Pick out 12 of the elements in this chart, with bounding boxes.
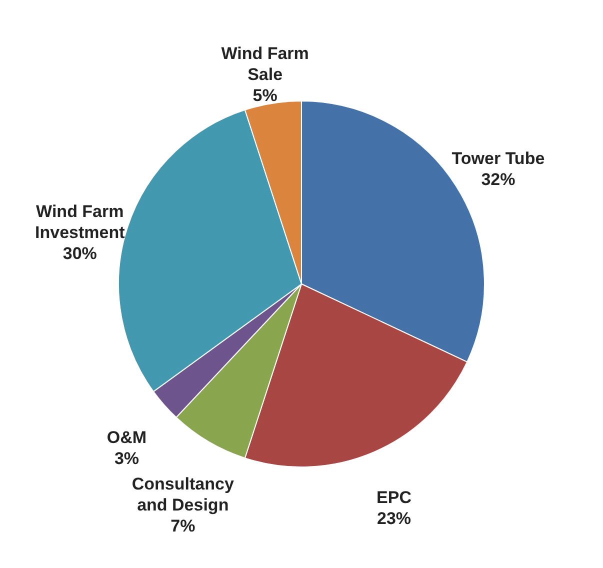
data-label: 30% [62,244,97,263]
slice-label: Wind Farm Sale [221,44,309,84]
slice-label: Tower Tube [452,149,545,168]
data-label: 5% [252,86,278,105]
slice-label: Consultancy and Design [132,474,234,515]
data-label: 7% [170,516,196,536]
slice-label: EPC [376,488,412,507]
data-label: 3% [114,449,140,468]
slice-label: Wind Farm Investment [35,202,126,242]
data-label: 32% [481,170,516,190]
slice-label: O&M [106,428,147,448]
data-label: 23% [377,508,412,528]
